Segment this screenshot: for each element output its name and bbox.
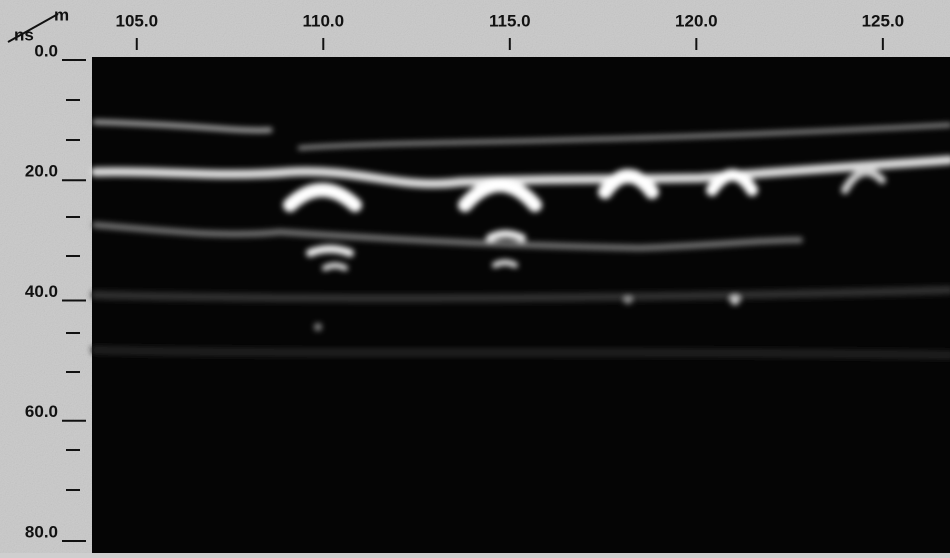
y-tick-label: 40.0 bbox=[25, 282, 58, 301]
y-tick-label: 0.0 bbox=[34, 41, 58, 60]
chart: ns m 105.0 110.0 115.0 120.0 125.0 0.0 20.0 40.… bbox=[0, 0, 950, 553]
y-tick-label: 20.0 bbox=[25, 162, 58, 181]
x-unit: m bbox=[54, 5, 69, 24]
x-tick-label: 115.0 bbox=[489, 11, 531, 30]
y-unit: ns bbox=[14, 25, 34, 44]
x-tick-label: 110.0 bbox=[302, 11, 344, 30]
y-tick-label: 60.0 bbox=[25, 402, 58, 421]
x-tick-label: 120.0 bbox=[675, 11, 718, 30]
y-tick-label: 80.0 bbox=[25, 522, 58, 541]
x-tick-label: 105.0 bbox=[115, 11, 158, 30]
x-tick-label: 125.0 bbox=[862, 11, 905, 30]
